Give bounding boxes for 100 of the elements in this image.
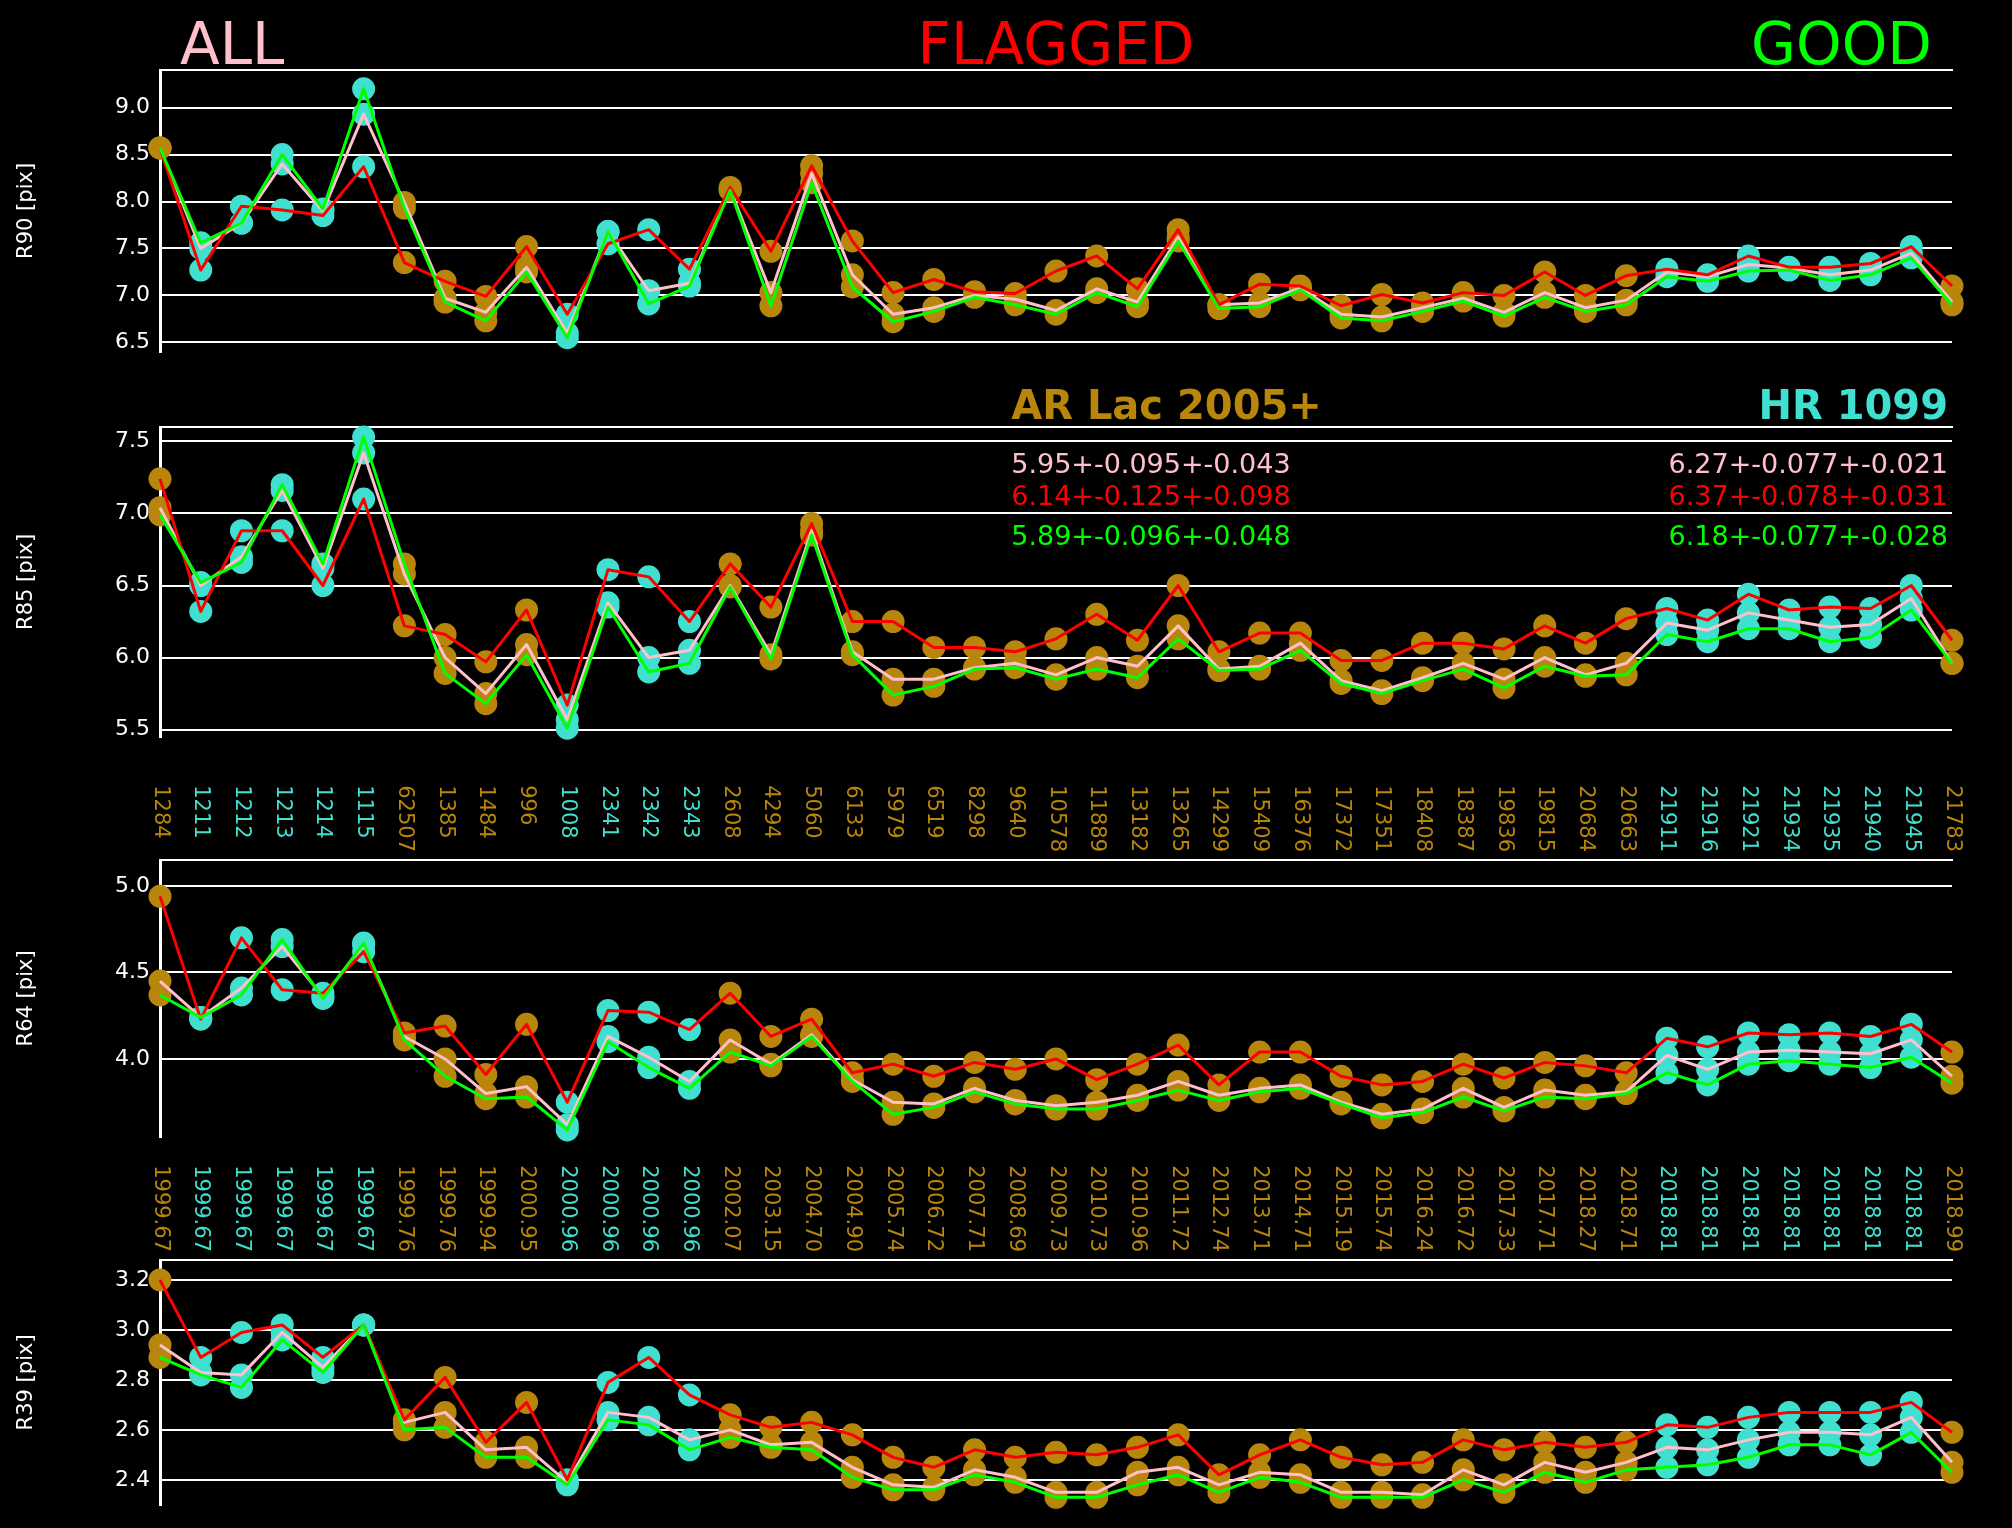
x-tick-label: 5060 <box>801 785 826 839</box>
x-tick-label: 2018.99 <box>1941 1165 1966 1252</box>
x-tick-label: 2013.71 <box>1249 1165 1274 1252</box>
x-tick-label: 2608 <box>719 785 744 839</box>
x-tick-label: 2000.96 <box>556 1165 581 1252</box>
y-tick-label: 5.5 <box>115 715 150 741</box>
y-tick-label: 3.2 <box>115 1265 150 1291</box>
x-tick-label: 21916 <box>1697 785 1722 853</box>
x-tick-label: 2008.69 <box>1004 1165 1029 1252</box>
y-tick-label: 4.5 <box>115 958 150 984</box>
y-tick-label: 8.5 <box>115 140 150 166</box>
x-tick-label: 1214 <box>312 785 337 839</box>
x-tick-label: 1999.76 <box>393 1165 418 1252</box>
x-tick-label: 2018.81 <box>1819 1165 1844 1252</box>
annotation: HR 1099 <box>1758 382 1948 428</box>
x-tick-label: 17351 <box>1371 785 1396 853</box>
y-tick-label: 8.0 <box>115 187 150 213</box>
annotation: 6.14+-0.125+-0.098 <box>1011 480 1291 512</box>
x-tick-label: 8298 <box>964 785 989 839</box>
annotation: AR Lac 2005+ <box>1011 382 1322 428</box>
x-tick-label: 1999.67 <box>312 1165 337 1252</box>
x-tick-label: 1213 <box>271 785 296 839</box>
x-tick-label: 16376 <box>1289 785 1314 853</box>
x-tick-label: 13265 <box>1167 785 1192 853</box>
x-tick-label: 2015.74 <box>1371 1165 1396 1252</box>
x-tick-label: 17372 <box>1330 785 1355 853</box>
y-tick-label: 6.0 <box>115 643 150 669</box>
x-tick-label: 4294 <box>760 785 785 839</box>
x-tick-label: 1999.67 <box>353 1165 378 1252</box>
y-tick-label: 9.0 <box>115 93 150 119</box>
y-tick-label: 2.6 <box>115 1415 150 1441</box>
x-tick-label: 2016.24 <box>1412 1165 1437 1252</box>
y-tick-label: 7.5 <box>115 427 150 453</box>
x-tick-label: 1212 <box>231 785 255 839</box>
x-tick-label: 9640 <box>1004 785 1029 839</box>
x-tick-label: 2342 <box>638 785 663 839</box>
x-tick-label: 1999.67 <box>190 1165 215 1252</box>
x-tick-label: 1008 <box>556 785 581 839</box>
x-tick-label: 14299 <box>1208 785 1233 853</box>
annotation: 5.95+-0.095+-0.043 <box>1011 448 1291 480</box>
x-tick-label: 6519 <box>923 785 948 839</box>
x-tick-label: 2015.19 <box>1330 1165 1355 1252</box>
y-tick-label: 2.4 <box>115 1465 150 1491</box>
x-tick-label: 18408 <box>1412 785 1437 853</box>
y-tick-label: 7.0 <box>115 281 150 307</box>
x-tick-label: 2010.96 <box>1127 1165 1151 1252</box>
x-tick-label: 18387 <box>1452 785 1477 853</box>
x-tick-label: 15409 <box>1249 785 1274 853</box>
text: FLAGGED <box>917 10 1195 78</box>
x-tick-label: 1999.67 <box>271 1165 296 1252</box>
x-tick-label: 2018.81 <box>1778 1165 1803 1252</box>
y-tick-label: 2.8 <box>115 1365 150 1391</box>
text: GOOD <box>1751 10 1932 78</box>
y-tick-label: 4.0 <box>115 1044 150 1070</box>
x-tick-label: 1211 <box>190 785 215 839</box>
x-tick-label: 21940 <box>1860 785 1885 853</box>
x-tick-label: 2016.72 <box>1452 1165 1477 1252</box>
y-tick-label: 6.5 <box>115 328 150 354</box>
x-tick-label: 21921 <box>1737 785 1762 853</box>
x-tick-label: 13182 <box>1127 785 1151 853</box>
x-tick-label: 62507 <box>393 785 418 853</box>
x-tick-label: 11889 <box>1086 785 1111 853</box>
x-tick-label: 2018.81 <box>1860 1165 1885 1252</box>
x-tick-label: 5979 <box>882 785 907 839</box>
x-tick-label: 2000.96 <box>597 1165 622 1252</box>
x-tick-label: 19836 <box>1493 785 1518 853</box>
x-tick-label: 1115 <box>353 785 378 839</box>
x-tick-label: 2002.07 <box>719 1165 744 1252</box>
x-tick-label: 2011.72 <box>1167 1165 1192 1252</box>
x-tick-label: 2004.70 <box>801 1165 826 1252</box>
x-tick-label: 2010.73 <box>1086 1165 1111 1252</box>
y-axis-title: R85 [pix] <box>13 533 38 630</box>
x-tick-label: 1284 <box>149 785 174 839</box>
y-tick-label: 3.0 <box>115 1315 150 1341</box>
y-tick-label: 7.5 <box>115 234 150 260</box>
x-tick-label: 21935 <box>1819 785 1844 853</box>
x-tick-label: 2000.96 <box>679 1165 703 1252</box>
x-tick-label: 20684 <box>1575 785 1599 853</box>
x-tick-label: 21911 <box>1656 785 1681 853</box>
y-tick-label: 7.0 <box>115 499 150 525</box>
x-tick-label: 21945 <box>1900 785 1925 853</box>
y-axis-title: R90 [pix] <box>13 162 38 259</box>
x-tick-label: 2017.71 <box>1534 1165 1559 1252</box>
x-tick-label: 20663 <box>1615 785 1640 853</box>
y-axis-title: R64 [pix] <box>13 950 38 1047</box>
y-axis-title: R39 [pix] <box>13 1334 38 1431</box>
x-tick-label: 2000.96 <box>638 1165 663 1252</box>
x-tick-label: 2012.74 <box>1208 1165 1233 1252</box>
x-tick-label: 21934 <box>1778 785 1803 853</box>
x-tick-label: 2341 <box>597 785 622 839</box>
x-tick-label: 2018.81 <box>1656 1165 1681 1252</box>
x-tick-label: 2000.95 <box>516 1165 541 1252</box>
x-tick-label: 2006.72 <box>923 1165 948 1252</box>
x-tick-label: 1484 <box>475 785 500 839</box>
y-tick-label: 5.0 <box>115 871 150 897</box>
x-tick-label: 2343 <box>679 785 703 839</box>
x-tick-label: 2018.81 <box>1737 1165 1762 1252</box>
x-tick-label: 2005.74 <box>882 1165 907 1252</box>
x-tick-label: 10578 <box>1045 785 1070 853</box>
x-tick-label: 2018.81 <box>1900 1165 1925 1252</box>
